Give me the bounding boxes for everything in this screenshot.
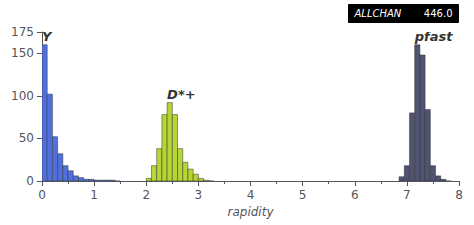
- svg-text:50: 50: [19, 131, 34, 145]
- svg-text:0: 0: [38, 188, 46, 202]
- svg-text:175: 175: [11, 25, 34, 39]
- svg-text:4: 4: [247, 188, 255, 202]
- svg-text:5: 5: [299, 188, 307, 202]
- svg-text:150: 150: [11, 46, 34, 60]
- svg-text:ALLCHAN: ALLCHAN: [354, 8, 402, 19]
- svg-text:8: 8: [455, 188, 463, 202]
- svg-text:100: 100: [11, 89, 34, 103]
- svg-text:rapidity: rapidity: [228, 205, 275, 219]
- svg-text:7: 7: [403, 188, 411, 202]
- svg-text:6: 6: [351, 188, 359, 202]
- svg-text:0: 0: [26, 174, 34, 188]
- svg-text:2: 2: [142, 188, 150, 202]
- svg-text:1: 1: [90, 188, 98, 202]
- svg-text:3: 3: [195, 188, 203, 202]
- svg-text:pfast: pfast: [414, 29, 453, 44]
- svg-text:Y: Y: [42, 29, 53, 44]
- svg-text:D*+: D*+: [167, 87, 195, 102]
- svg-text:446.0: 446.0: [424, 8, 453, 19]
